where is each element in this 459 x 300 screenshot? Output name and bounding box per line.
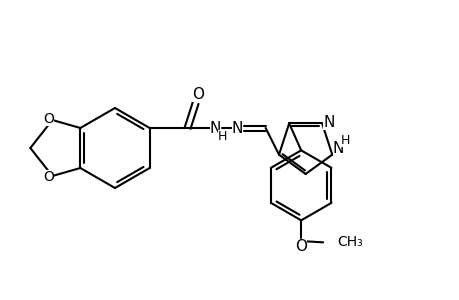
- Text: N: N: [323, 115, 334, 130]
- Text: H: H: [340, 134, 349, 147]
- Text: N: N: [332, 141, 343, 156]
- Text: N: N: [231, 121, 243, 136]
- Text: H: H: [218, 130, 227, 142]
- Text: CH₃: CH₃: [336, 235, 362, 249]
- Text: O: O: [191, 86, 203, 101]
- Text: O: O: [295, 239, 307, 254]
- Text: O: O: [43, 170, 54, 184]
- Text: N: N: [209, 121, 221, 136]
- Text: O: O: [43, 112, 54, 126]
